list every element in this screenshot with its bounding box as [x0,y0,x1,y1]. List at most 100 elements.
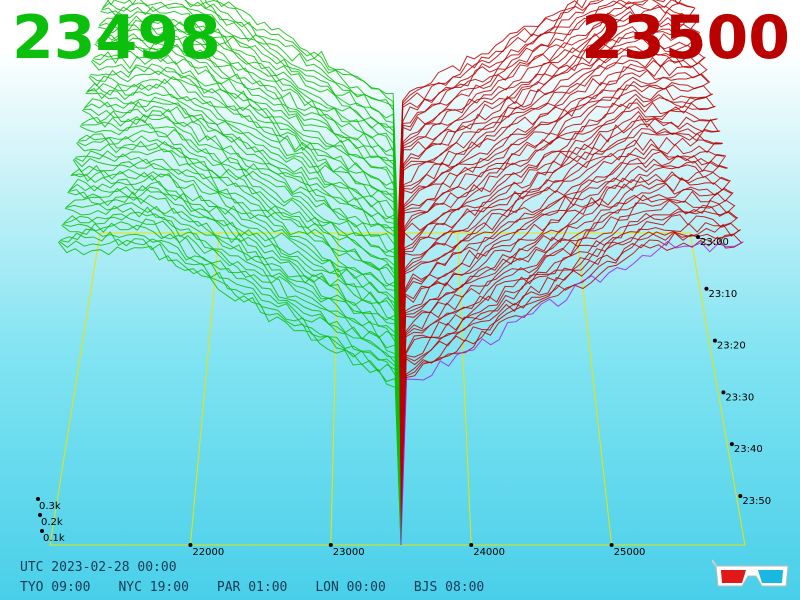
x-tick-mark [609,543,614,547]
ask-depth-line [399,151,725,440]
x-tick-label: 23000 [333,547,365,558]
bid-depth-line [78,130,401,413]
axis-labels: 22000 23000 24000 25000 0.1k 0.2k 0.3k 23:00 23:… [36,235,771,558]
ask-depth-line [398,73,710,350]
bid-depth-line [70,173,401,466]
ask-depth-line [398,37,702,308]
bid-depth-line [57,241,402,546]
time-tick-label: 23:50 [742,496,771,507]
ask-depth-line [400,229,741,530]
bid-depth-line [100,10,399,276]
bid-depth-line [60,228,402,530]
ask-depth-line [398,59,707,334]
time-tick-label: 23:30 [725,392,754,403]
ask-depth-line [399,128,721,413]
bid-depth-line [93,46,400,318]
ask-depth-line [398,114,718,397]
time-tick-mark [721,390,726,395]
ask-depth-line [399,187,733,482]
x-tick-mark [188,543,193,547]
depth-curves [57,0,744,546]
bid-depth-line [65,202,401,498]
city-clock: TYO 09:00 [20,580,91,595]
ask-depth-line [398,29,701,297]
volume-tick-mark [40,529,44,533]
bid-depth-line [90,60,400,334]
city-clock: PAR 01:00 [216,580,288,595]
bid-depth-line [102,0,399,260]
bid-depth-line [199,0,399,244]
city-clocks: TYO 09:00 NYC 19:00 PAR 01:00 LON 00:00 … [20,580,484,595]
ask-depth-line [398,96,715,376]
bid-depth-line [72,164,401,456]
3d-glasses-icon[interactable] [712,556,792,592]
bid-depth-line [63,213,402,514]
city-clock: LON 00:00 [315,580,386,595]
city-clock: NYC 19:00 [118,580,189,595]
ask-depth-line [400,222,740,519]
ask-depth-line [399,123,720,408]
ask-depth-line [398,47,704,318]
bid-depth-line [83,108,400,387]
bid-depth-line [61,222,402,524]
x-tick-label: 25000 [614,547,646,558]
ask-depth-line [400,232,742,535]
volume-tick-label: 0.3k [39,501,61,512]
ask-depth-line [398,84,712,360]
volume-tick-mark [36,497,40,501]
ask-depth-line [399,199,736,498]
bid-depth-line [86,87,400,366]
bid-depth-line [58,238,402,540]
ask-depth-line [397,0,682,255]
bid-depth-line [68,186,401,482]
bid-depth-line [88,75,400,350]
ask-depth-line [398,64,708,339]
ask-depth-line [399,132,722,419]
bid-depth-line [96,28,399,297]
ask-depth-line [399,177,731,472]
bid-depth-line [99,15,399,281]
ask-depth-line [397,0,694,260]
ask-depth-line [398,53,705,323]
time-tick-label: 23:00 [700,237,729,248]
ask-depth-line [399,174,730,466]
ask-depth-line [400,240,744,546]
volume-tick-label: 0.2k [41,517,63,528]
ask-price: 23500 [581,3,790,73]
bid-depth-line [83,100,400,382]
bid-depth-line [81,114,400,397]
ask-depth-line [399,142,724,429]
ask-depth-line [399,169,729,461]
ask-depth-line [397,0,587,239]
bid-depth-line [216,0,399,234]
time-tick-mark [696,235,700,239]
time-tick-mark [712,338,717,343]
bid-depth-line [59,231,402,535]
bid-depth-line [79,123,400,408]
ask-depth-line [399,154,727,445]
ask-depth-line [400,210,738,509]
bid-depth-line [101,6,399,271]
bid-depth-line [97,23,399,292]
x-tick-mark [328,543,333,547]
x-tick-label: 22000 [192,547,224,558]
time-tick-mark [729,442,734,447]
ask-depth-line [399,160,727,450]
bid-depth-line [92,50,400,323]
bid-depth-line [66,196,401,493]
bid-depth-line [67,191,401,487]
bid-depth-line [76,142,401,429]
time-tick-label: 23:40 [734,444,763,455]
ask-depth-line [399,136,723,424]
ask-depth-line [397,16,698,281]
time-tick-mark [704,286,709,291]
utc-timestamp: UTC 2023-02-28 00:00 [20,560,177,575]
bid-depth-line [111,0,399,249]
ask-depth-line [398,105,716,387]
ask-depth-line [399,183,732,477]
bid-depth-line [75,148,401,434]
bid-depth-line [90,64,400,339]
ask-depth-line [399,190,734,487]
ask-depth-line [398,80,711,355]
